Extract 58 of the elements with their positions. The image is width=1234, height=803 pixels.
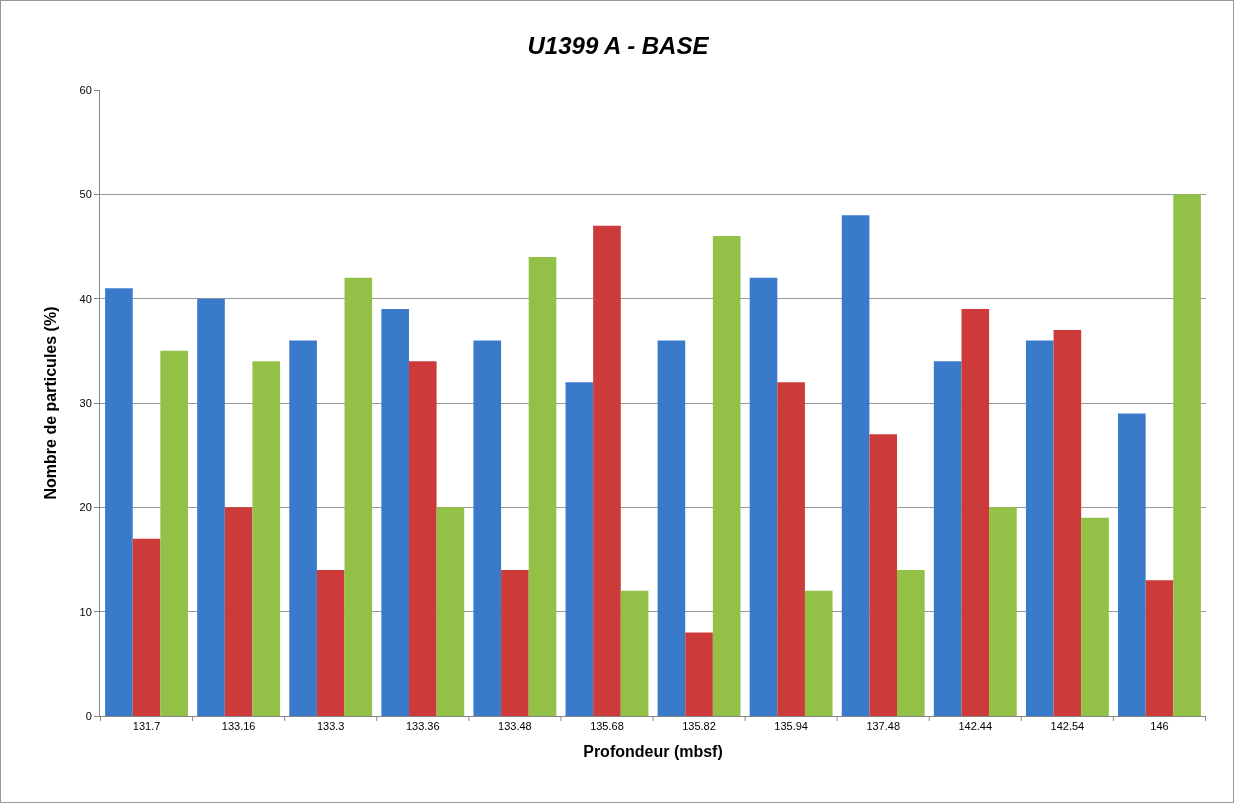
- x-tick-label: 142.54: [1050, 720, 1085, 733]
- bar: [252, 361, 281, 716]
- y-tick-label: 0: [85, 709, 92, 722]
- bar: [436, 507, 465, 716]
- bar: [989, 507, 1017, 716]
- x-tick-label: 135.82: [682, 720, 716, 733]
- bar: [593, 225, 621, 716]
- bar: [132, 538, 161, 716]
- x-tick-label: 142.44: [958, 720, 993, 733]
- bar: [105, 288, 133, 716]
- x-tick-label: 146: [1150, 720, 1169, 733]
- bar: [1145, 580, 1174, 716]
- bar: [657, 340, 686, 716]
- x-tick-label: 133.48: [498, 720, 532, 733]
- bar: [224, 507, 253, 716]
- y-tick-label: 60: [79, 83, 92, 96]
- x-tick-label: 131.7: [132, 720, 161, 733]
- bar: [804, 590, 833, 716]
- y-tick-label: 10: [79, 605, 92, 618]
- bar: [473, 340, 502, 716]
- x-tick-label: 133.3: [316, 720, 345, 733]
- bar: [712, 236, 741, 716]
- bar: [777, 382, 805, 716]
- bar: [316, 569, 345, 716]
- bar: [869, 434, 898, 716]
- bar: [841, 215, 870, 716]
- x-axis-title: Profondeur (mbsf): [583, 742, 723, 760]
- y-tick-label: 20: [79, 501, 92, 514]
- bar: [1118, 413, 1146, 716]
- bar: [1053, 329, 1082, 716]
- y-tick-label: 40: [79, 292, 92, 305]
- bar: [1081, 517, 1109, 716]
- bar: [620, 590, 649, 716]
- y-tick-label: 50: [79, 188, 92, 201]
- bar: [289, 340, 317, 716]
- chart-title: U1399 A - BASE: [527, 31, 710, 59]
- bar: [160, 350, 188, 716]
- y-axis-title: Nombre de particules (%): [42, 306, 60, 500]
- bar: [897, 569, 925, 716]
- x-tick-label: 133.16: [221, 720, 256, 733]
- bar: [565, 382, 594, 716]
- bar: [685, 632, 713, 716]
- x-tick-label: 135.94: [774, 720, 808, 733]
- bar: [381, 309, 409, 716]
- bar: [749, 277, 778, 716]
- x-tick-label: 135.68: [590, 720, 624, 733]
- bar: [1173, 194, 1201, 716]
- x-tick-label: 133.36: [405, 720, 440, 733]
- bar: [1025, 340, 1054, 716]
- bar: [197, 298, 225, 716]
- y-tick-label: 30: [79, 396, 92, 409]
- bar: [961, 309, 990, 716]
- bar: [528, 256, 557, 716]
- bar: [501, 569, 529, 716]
- bar: [344, 277, 373, 716]
- x-tick-label: 137.48: [866, 720, 901, 733]
- bar: [933, 361, 962, 716]
- bar: [408, 361, 437, 716]
